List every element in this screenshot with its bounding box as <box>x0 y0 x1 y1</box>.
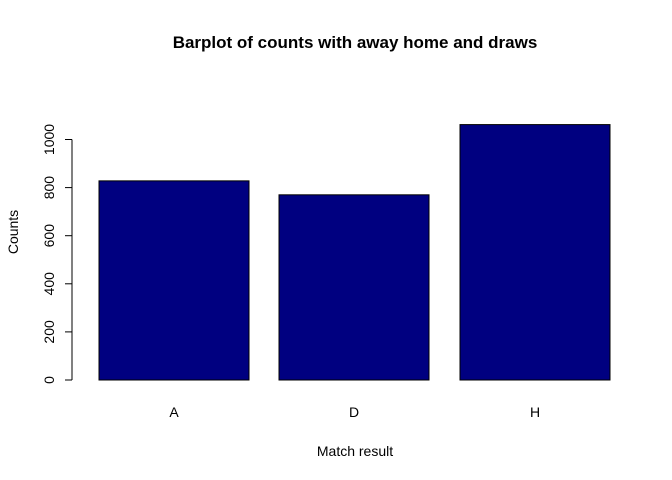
y-axis: 0 200 400 600 800 1000 <box>41 124 73 384</box>
bar-H <box>459 124 611 381</box>
y-tick-label: 200 <box>41 320 57 344</box>
bar-D <box>278 194 430 381</box>
x-tick-label: A <box>169 404 179 420</box>
x-tick-label: D <box>349 404 359 420</box>
y-tick-label: 400 <box>41 272 57 296</box>
bar-A <box>98 180 250 381</box>
x-tick-label: H <box>530 404 540 420</box>
y-axis-label: Counts <box>5 210 21 254</box>
chart-title: Barplot of counts with away home and dra… <box>173 33 538 52</box>
y-tick-label: 600 <box>41 224 57 248</box>
y-tick-label: 800 <box>41 176 57 200</box>
x-axis-label: Match result <box>317 443 393 459</box>
bars-group <box>98 124 611 381</box>
y-tick-label: 0 <box>41 376 57 384</box>
y-tick-label: 1000 <box>41 124 57 155</box>
